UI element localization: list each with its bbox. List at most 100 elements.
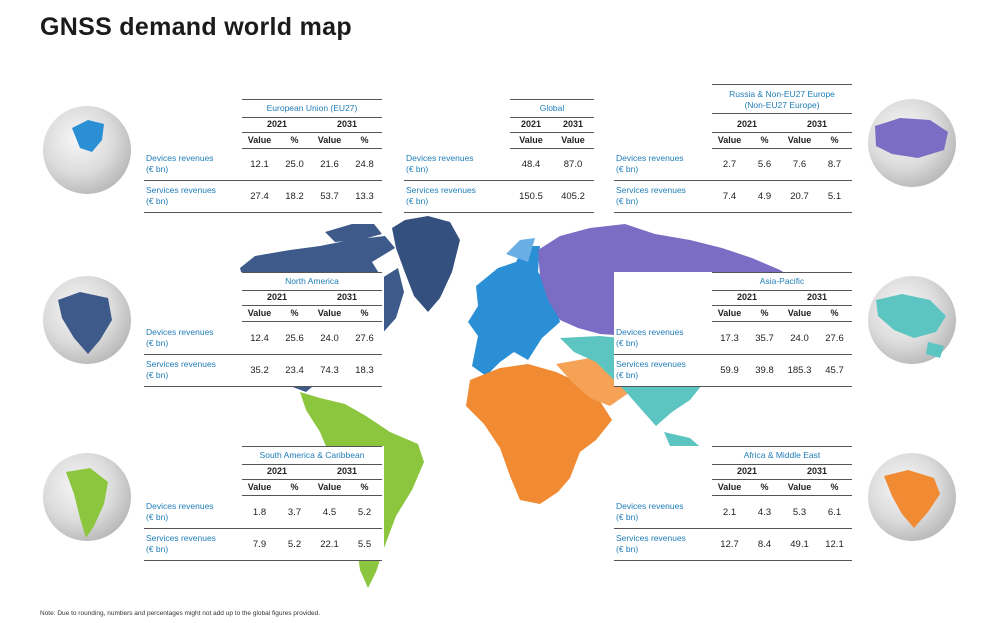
year-header: 2021 2031: [712, 117, 852, 133]
table-row-devices: Devices revenues (€ bn) 48.4 87.0: [404, 149, 594, 181]
percent-header: %: [830, 482, 839, 492]
cell: 24.8: [355, 159, 374, 170]
cell: 27.6: [825, 333, 844, 344]
region-title: Africa & Middle East: [712, 446, 852, 465]
value-header: Value: [787, 135, 812, 145]
cell: 24.0: [790, 333, 809, 344]
table-africa-middle-east: Africa & Middle East 2021 2031 Value % V…: [614, 446, 854, 561]
globe-africa-middle-east: [868, 453, 956, 541]
percent-header: %: [360, 308, 369, 318]
africa-middle-east-landmass: [466, 358, 630, 504]
table-row-services: Services revenues (€ bn) 27.4 18.2 53.7 1…: [144, 181, 382, 213]
region-title: North America: [242, 272, 382, 291]
year-2021: 2021: [266, 119, 288, 129]
row-label: Services revenues (€ bn): [146, 185, 216, 206]
row-label: Devices revenues (€ bn): [146, 501, 214, 522]
year-2031: 2031: [806, 466, 828, 476]
table-row-devices: Devices revenues (€ bn) 1.8 3.7 4.5 5.2: [144, 497, 382, 529]
value-header: Value: [317, 308, 342, 318]
cell: 1.8: [252, 507, 267, 518]
value-header: Value: [787, 482, 812, 492]
year-2031: 2031: [806, 292, 828, 302]
year-header: 2021 2031: [242, 290, 382, 306]
table-russia-non-eu27: Russia & Non-EU27 Europe (Non-EU27 Europe…: [614, 84, 854, 213]
row-label: Devices revenues (€ bn): [146, 153, 214, 174]
cell: 150.5: [519, 191, 543, 202]
percent-header: %: [290, 482, 299, 492]
value-header: Value: [247, 135, 272, 145]
row-label: Services revenues (€ bn): [616, 533, 686, 554]
page-title: GNSS demand world map: [40, 13, 352, 41]
row-label: Services revenues (€ bn): [146, 533, 216, 554]
table-row-devices: Devices revenues (€ bn) 17.3 35.7 24.0 27…: [614, 323, 852, 355]
percent-header: %: [830, 308, 839, 318]
column-header: Value % Value %: [712, 306, 852, 322]
table-row-services: Services revenues (€ bn) 59.9 39.8 185.3 …: [614, 355, 852, 387]
table-row-devices: Devices revenues (€ bn) 12.1 25.0 21.6 24…: [144, 149, 382, 181]
cell: 5.2: [357, 507, 372, 518]
year-2031: 2031: [336, 466, 358, 476]
row-label: Devices revenues (€ bn): [146, 327, 214, 348]
table-north-america: North America 2021 2031 Value % Value % …: [144, 272, 384, 387]
year-header: 2021 2031: [712, 290, 852, 306]
cell: 3.7: [287, 507, 302, 518]
percent-header: %: [830, 135, 839, 145]
cell: 35.2: [250, 365, 269, 376]
table-row-services: Services revenues (€ bn) 150.5 405.2: [404, 181, 594, 213]
row-label: Services revenues (€ bn): [406, 185, 476, 206]
globe-north-america: [43, 276, 131, 364]
cell: 12.1: [825, 539, 844, 550]
percent-header: %: [760, 308, 769, 318]
cell: 6.1: [827, 507, 842, 518]
cell: 5.2: [287, 539, 302, 550]
cell: 7.9: [252, 539, 267, 550]
year-2021: 2021: [520, 119, 542, 129]
year-2021: 2021: [736, 119, 758, 129]
region-title: European Union (EU27): [242, 99, 382, 118]
year-2031: 2031: [806, 119, 828, 129]
value-header: Value: [561, 135, 585, 145]
cell: 5.5: [357, 539, 372, 550]
table-global: Global 2021 2031 Value Value Devices rev…: [404, 99, 594, 213]
footnote: Note: Due to rounding, numbers and perce…: [40, 610, 321, 617]
cell: 27.4: [250, 191, 269, 202]
cell: 23.4: [285, 365, 304, 376]
value-header: Value: [787, 308, 812, 318]
cell: 185.3: [787, 365, 812, 376]
value-header: Value: [247, 482, 272, 492]
cell: 20.7: [790, 191, 809, 202]
percent-header: %: [360, 482, 369, 492]
cell: 18.3: [355, 365, 374, 376]
column-header: Value % Value %: [242, 480, 382, 496]
cell: 18.2: [285, 191, 304, 202]
cell: 25.0: [285, 159, 304, 170]
cell: 48.4: [521, 159, 541, 170]
year-2021: 2021: [266, 466, 288, 476]
percent-header: %: [360, 135, 369, 145]
cell: 5.1: [827, 191, 842, 202]
table-row-services: Services revenues (€ bn) 7.9 5.2 22.1 5.5: [144, 529, 382, 561]
year-header: 2021 2031: [242, 117, 382, 133]
column-header: Value % Value %: [712, 480, 852, 496]
region-title: Asia-Pacific: [712, 272, 852, 291]
row-label: Devices revenues (€ bn): [616, 501, 684, 522]
table-row-devices: Devices revenues (€ bn) 2.1 4.3 5.3 6.1: [614, 497, 852, 529]
year-header: 2021 2031: [712, 464, 852, 480]
region-title: Russia & Non-EU27 Europe (Non-EU27 Europe…: [712, 84, 852, 114]
cell: 5.6: [757, 159, 772, 170]
percent-header: %: [290, 135, 299, 145]
cell: 22.1: [320, 539, 339, 550]
cell: 27.6: [355, 333, 374, 344]
value-header: Value: [519, 135, 543, 145]
cell: 17.3: [720, 333, 739, 344]
cell: 4.3: [757, 507, 772, 518]
cell: 405.2: [561, 191, 585, 202]
globe-south-america: [43, 453, 131, 541]
table-south-america-caribbean: South America & Caribbean 2021 2031 Valu…: [144, 446, 384, 561]
cell: 12.1: [250, 159, 269, 170]
value-header: Value: [247, 308, 272, 318]
globe-russia: [868, 99, 956, 187]
cell: 45.7: [825, 365, 844, 376]
cell: 24.0: [320, 333, 339, 344]
cell: 5.3: [792, 507, 807, 518]
